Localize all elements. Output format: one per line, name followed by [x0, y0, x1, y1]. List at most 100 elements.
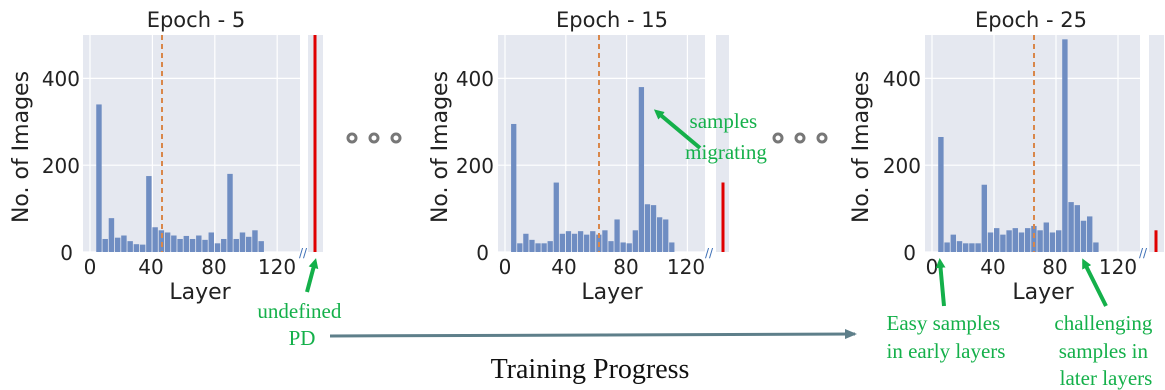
chart-epoch-5: // 0 40 80 120 0 200 400 Epoch - 5 Layer…	[9, 8, 323, 305]
bar	[511, 123, 517, 252]
bar	[258, 241, 264, 252]
bar	[969, 243, 975, 252]
bar	[1018, 232, 1025, 252]
bar	[127, 241, 133, 252]
bar	[171, 235, 177, 252]
chart-title: Epoch - 25	[975, 8, 1087, 32]
bar	[164, 232, 171, 252]
x-axis-label: Layer	[1012, 280, 1074, 305]
bar	[994, 228, 1000, 252]
y-tick-0: 0	[903, 241, 916, 265]
bar	[987, 232, 994, 252]
bar	[950, 234, 956, 252]
y-tick-400: 400	[883, 67, 921, 91]
x-tick-120: 120	[258, 255, 296, 279]
x-tick-0: 0	[499, 255, 512, 279]
plot-background	[83, 35, 300, 252]
bar	[535, 243, 541, 252]
undefined-pd-arrow	[305, 258, 319, 293]
bar	[620, 242, 626, 252]
bar	[614, 219, 620, 252]
training-progress-arrow	[329, 329, 857, 340]
undefined-region-background	[716, 35, 729, 252]
chart-epoch-15: // 0 40 80 120 0 200 400 Epoch - 15 Laye…	[428, 8, 729, 305]
bar	[1056, 230, 1062, 252]
bar	[196, 235, 202, 252]
bar	[152, 227, 158, 252]
samples-migrating-arrow	[653, 109, 702, 150]
chart-epoch-25: // 0 40 80 120 0 200 400 Epoch - 25 Laye…	[849, 8, 1164, 305]
y-tick-200: 200	[42, 154, 80, 178]
bar	[146, 176, 152, 252]
bar	[96, 104, 102, 252]
x-tick-0: 0	[84, 255, 97, 279]
undefined-region-background	[1149, 35, 1164, 252]
bar	[1080, 220, 1087, 252]
bar	[1006, 230, 1012, 252]
x-tick-120: 120	[1099, 255, 1137, 279]
bar	[644, 204, 651, 252]
y-tick-200: 200	[456, 154, 494, 178]
ellipsis-dots-2	[772, 132, 828, 144]
bar	[108, 218, 115, 252]
ellipsis-dots-1	[346, 132, 402, 144]
bar	[956, 241, 963, 252]
bar	[1068, 202, 1074, 252]
bar	[529, 239, 535, 252]
bar	[1025, 228, 1031, 252]
y-axis-label: No. of Images	[428, 71, 453, 223]
bar	[981, 184, 987, 252]
plot-background	[498, 35, 705, 252]
bar	[963, 243, 969, 252]
bar	[214, 243, 221, 252]
undefined-pd-label: undefined PD	[257, 299, 346, 350]
bar	[663, 219, 669, 252]
bar	[584, 234, 590, 252]
plot-background	[925, 35, 1140, 252]
bar	[608, 241, 614, 252]
y-tick-200: 200	[883, 154, 921, 178]
x-axis-label: Layer	[581, 280, 643, 305]
bar	[547, 241, 553, 252]
bar	[1062, 39, 1068, 253]
chart-title: Epoch - 15	[556, 8, 668, 32]
bar	[139, 244, 146, 252]
samples-migrating-label: samples migrating	[685, 109, 767, 164]
easy-samples-label: Easy samples in early layers	[887, 311, 1006, 363]
x-tick-40: 40	[551, 255, 576, 279]
y-tick-0: 0	[60, 241, 73, 265]
bar	[1049, 232, 1056, 252]
bar	[114, 237, 121, 252]
bar	[523, 233, 529, 252]
bar	[121, 235, 127, 252]
bar	[650, 205, 657, 252]
y-tick-0: 0	[476, 241, 489, 265]
bar	[632, 230, 638, 252]
bar	[177, 238, 183, 252]
bar	[102, 238, 108, 252]
bar	[938, 136, 944, 252]
x-tick-40: 40	[138, 255, 163, 279]
bar	[577, 231, 584, 252]
bar	[183, 235, 190, 252]
training-progress-label: Training Progress	[491, 354, 690, 385]
bar	[1037, 230, 1043, 252]
y-tick-400: 400	[456, 67, 494, 91]
break-mark: //	[705, 246, 714, 260]
chart-title: Epoch - 5	[147, 8, 246, 32]
x-tick-40: 40	[980, 255, 1005, 279]
bar	[233, 238, 239, 252]
challenging-samples-label: challenging samples in later layers	[1054, 311, 1157, 390]
bar	[133, 244, 140, 252]
bar	[541, 243, 547, 252]
bar	[221, 238, 227, 252]
bar	[227, 173, 233, 252]
bar	[1012, 228, 1018, 252]
bar	[571, 233, 578, 252]
bar	[638, 87, 645, 252]
bar	[944, 242, 950, 252]
bar	[1031, 225, 1037, 252]
bar	[657, 217, 663, 252]
x-tick-0: 0	[926, 255, 939, 279]
bar	[975, 243, 981, 252]
